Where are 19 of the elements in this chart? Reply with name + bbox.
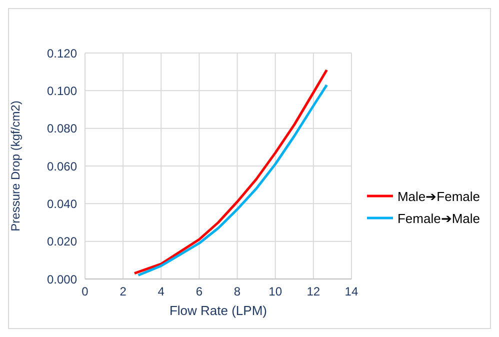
y-tick-label: 0.100 xyxy=(46,84,78,98)
y-tick-label: 0.120 xyxy=(46,46,78,60)
x-tick-label: 8 xyxy=(234,284,241,299)
y-tick-label: 0.060 xyxy=(46,159,78,174)
x-tick-label: 0 xyxy=(82,284,89,299)
y-tick-label: 0.040 xyxy=(46,196,78,211)
x-tick-label: 6 xyxy=(196,284,203,299)
x-tick-label: 12 xyxy=(306,284,320,299)
x-tick-label: 10 xyxy=(268,284,282,299)
y-axis-title: Pressure Drop (kgf/cm2) xyxy=(8,100,22,232)
x-tick-label: 4 xyxy=(158,284,165,299)
y-tick-label: 0.080 xyxy=(46,122,78,136)
legend-label: Male➔Female xyxy=(397,188,480,204)
legend-label: Female➔Male xyxy=(397,210,480,226)
x-tick-label: 14 xyxy=(344,284,358,299)
y-tick-label: 0.000 xyxy=(46,272,78,286)
x-tick-label: 2 xyxy=(120,284,127,299)
x-axis-title: Flow Rate (LPM) xyxy=(169,303,267,318)
y-tick-label: 0.020 xyxy=(46,234,78,249)
